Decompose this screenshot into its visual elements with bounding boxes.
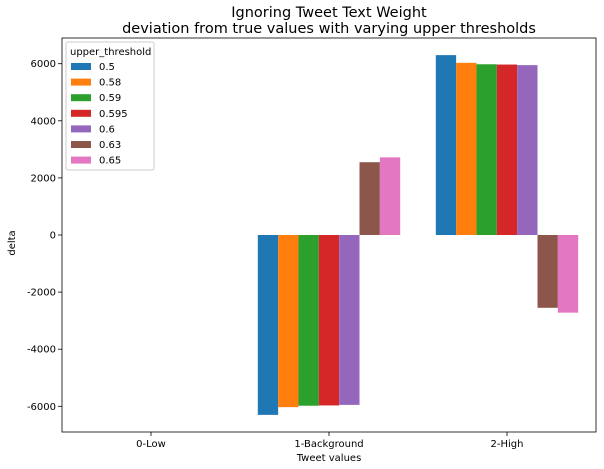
plot-area: -6000 -4000 -2000 0 2000 4000 6000 0-Low 1-Backg… <box>27 37 597 450</box>
bar-1-Background-0.6 <box>339 235 360 405</box>
bar-1-Background-0.58 <box>278 235 299 408</box>
legend: upper_threshold 0.50.580.590.5950.60.630… <box>65 41 155 171</box>
bar-1-Background-0.65 <box>379 157 401 235</box>
x-axis-label: Tweet values <box>296 453 362 464</box>
chart-title: Ignoring Tweet Text Weight deviation fro… <box>62 5 596 37</box>
bar-2-High-0.595 <box>496 64 518 235</box>
legend-swatch-0.65 <box>71 156 91 164</box>
x-tick-label: 0-Low <box>136 439 166 450</box>
legend-label-0.63: 0.63 <box>99 140 121 151</box>
y-tick-label: 6000 <box>31 59 56 70</box>
y-tick-label: 2000 <box>31 173 56 184</box>
bar-2-High-0.5 <box>435 55 457 235</box>
legend-label-0.595: 0.595 <box>99 109 128 120</box>
x-tick-label: 1-Background <box>294 439 363 450</box>
y-tick-label: -4000 <box>27 345 56 356</box>
legend-title: upper_threshold <box>70 47 151 58</box>
legend-label-0.65: 0.65 <box>99 156 121 167</box>
chart-title-line-2: deviation from true values with varying … <box>122 21 536 37</box>
legend-swatch-0.5 <box>71 63 91 70</box>
bar-2-High-0.6 <box>517 65 538 236</box>
x-tick-label: 2-High <box>491 439 524 450</box>
bar-1-Background-0.595 <box>318 235 340 406</box>
bar-2-High-0.58 <box>456 62 477 236</box>
bar-1-Background-0.59 <box>298 235 319 406</box>
bar-2-High-0.59 <box>476 64 497 236</box>
legend-swatch-0.58 <box>71 78 91 86</box>
y-tick-label: -2000 <box>27 288 56 299</box>
legend-label-0.5: 0.5 <box>99 62 115 73</box>
y-tick-label: 4000 <box>31 116 56 127</box>
bar-1-Background-0.5 <box>257 235 279 415</box>
y-tick-label: -6000 <box>27 402 56 413</box>
bar-2-High-0.63 <box>537 235 558 308</box>
bar-2-High-0.65 <box>557 235 579 313</box>
bar-1-Background-0.63 <box>359 162 380 235</box>
legend-frame <box>65 41 155 171</box>
legend-label-0.6: 0.6 <box>99 124 115 135</box>
legend-label-0.59: 0.59 <box>99 93 121 104</box>
legend-swatch-0.6 <box>71 125 91 133</box>
legend-swatch-0.63 <box>71 141 91 148</box>
legend-swatch-0.595 <box>71 109 91 117</box>
chart-title-line-1: Ignoring Tweet Text Weight <box>231 5 427 21</box>
legend-label-0.58: 0.58 <box>99 78 121 89</box>
legend-swatch-0.59 <box>71 94 91 102</box>
y-tick-label: 0 <box>50 231 56 242</box>
y-axis-label: delta <box>7 230 18 255</box>
legend-items: 0.5 0.58 0.59 0.595 0.6 0.63 0.65 <box>71 62 128 167</box>
